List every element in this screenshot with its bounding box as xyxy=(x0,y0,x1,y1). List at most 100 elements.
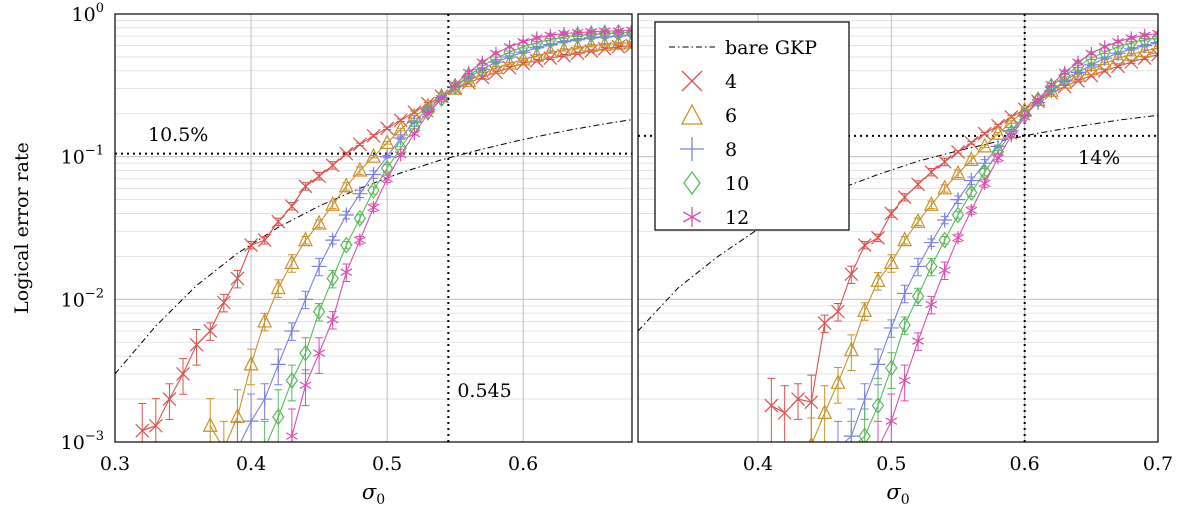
data-point xyxy=(298,231,313,247)
data-point xyxy=(871,230,885,245)
data-point xyxy=(858,427,871,442)
data-point xyxy=(271,214,286,229)
data-point xyxy=(977,126,992,141)
legend-swatch xyxy=(683,170,701,196)
data-point xyxy=(367,181,380,199)
error-bar xyxy=(927,200,936,210)
data-point xyxy=(488,58,504,74)
x-axis-label: σ0 xyxy=(362,480,385,505)
error-bar xyxy=(900,236,909,245)
data-point xyxy=(965,184,978,202)
error-bar xyxy=(233,420,242,442)
threshold-rate-label: 10.5% xyxy=(148,124,208,146)
data-point xyxy=(598,24,611,38)
series-line-12 xyxy=(880,32,1158,442)
data-point xyxy=(938,263,951,277)
data-point xyxy=(203,324,218,338)
data-point xyxy=(325,158,340,173)
legend-label: 4 xyxy=(725,71,737,93)
error-bar xyxy=(151,398,160,442)
threshold-sigma-label: 0.545 xyxy=(457,380,511,402)
data-point xyxy=(924,165,939,179)
data-point xyxy=(883,320,899,336)
data-point xyxy=(189,337,204,352)
data-point xyxy=(222,439,225,442)
data-point xyxy=(1085,46,1098,60)
data-point xyxy=(285,429,298,442)
data-point xyxy=(571,26,584,40)
data-point xyxy=(379,133,395,149)
error-bar xyxy=(874,377,882,442)
legend-item-8: 8 xyxy=(680,137,737,161)
x-tick-labels: 0.3 0.4 0.5 0.6 xyxy=(100,453,538,475)
error-bar xyxy=(914,217,922,227)
data-point xyxy=(326,269,339,288)
x-tick-label: 0.3 xyxy=(100,453,130,475)
data-point xyxy=(515,50,531,66)
data-point xyxy=(284,199,299,214)
data-point xyxy=(583,36,599,52)
error-bar xyxy=(954,169,962,179)
error-bar xyxy=(287,408,296,442)
data-point xyxy=(938,231,951,249)
error-bar xyxy=(780,385,789,442)
data-point xyxy=(804,395,819,410)
data-point xyxy=(216,295,231,310)
error-bar xyxy=(247,348,256,386)
data-point xyxy=(978,176,991,190)
data-point xyxy=(1124,55,1139,70)
error-bar xyxy=(301,236,310,245)
data-point xyxy=(338,177,354,193)
legend-item-6: 6 xyxy=(680,103,737,127)
data-point xyxy=(937,154,952,169)
error-bar xyxy=(192,329,201,366)
legend-box xyxy=(654,21,850,231)
data-point xyxy=(502,54,518,70)
data-point xyxy=(243,413,259,429)
data-point xyxy=(393,130,409,146)
data-point xyxy=(257,391,273,407)
error-bar xyxy=(887,352,896,389)
data-point xyxy=(870,271,886,287)
error-bar xyxy=(355,166,364,175)
data-point xyxy=(462,65,475,79)
series-6 xyxy=(202,33,632,442)
data-point xyxy=(312,303,326,321)
data-point xyxy=(381,172,394,186)
data-point xyxy=(284,323,300,339)
data-point xyxy=(937,179,953,195)
legend-label: 6 xyxy=(725,105,737,127)
series-10 xyxy=(847,29,1158,442)
data-point xyxy=(474,65,490,81)
data-point xyxy=(257,233,272,248)
data-point xyxy=(1152,26,1158,40)
data-point xyxy=(1098,40,1111,54)
bare-gkp-curve xyxy=(638,114,1158,332)
data-point xyxy=(843,341,859,357)
data-point xyxy=(830,373,846,389)
data-point xyxy=(448,78,462,96)
data-point xyxy=(1045,78,1058,92)
data-point xyxy=(992,151,1004,165)
data-point xyxy=(911,287,925,305)
data-point xyxy=(313,346,326,360)
data-point xyxy=(817,316,832,331)
data-point xyxy=(1072,55,1084,69)
data-point xyxy=(764,398,779,413)
data-point xyxy=(299,344,312,362)
y-tick-label: 10−3 xyxy=(61,429,104,454)
data-point xyxy=(285,371,299,389)
error-bar xyxy=(874,420,882,442)
data-point xyxy=(257,312,273,328)
data-point xyxy=(871,397,885,415)
data-point xyxy=(1058,65,1071,79)
data-point xyxy=(885,359,898,377)
data-point xyxy=(857,391,873,407)
data-point xyxy=(977,137,993,153)
error-bar xyxy=(847,408,856,442)
y-tick-label: 10−2 xyxy=(61,286,104,311)
grid-lines xyxy=(115,13,632,443)
data-point xyxy=(1111,59,1125,74)
data-point xyxy=(597,35,613,51)
data-point xyxy=(312,169,327,184)
